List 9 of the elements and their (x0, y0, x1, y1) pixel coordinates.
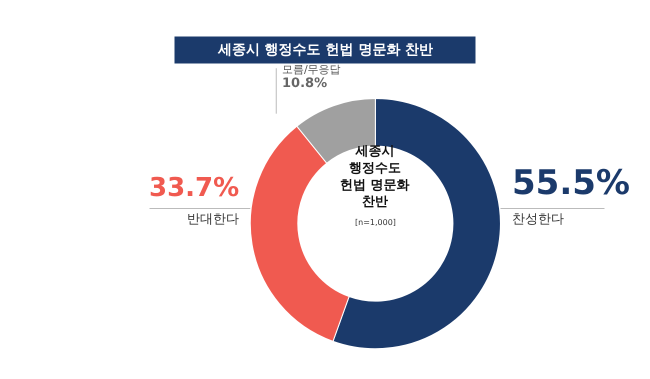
text: 세종시 행정수도 헌법 명문화 찬반 (340, 144, 410, 210)
slice-label: 반대한다 (187, 212, 239, 227)
chart-title: 세종시 행정수도 헌법 명문화 찬반 (216, 42, 434, 58)
slice-label: 모름/무응답 (282, 63, 341, 76)
text: [n=1,000] (355, 218, 396, 227)
slice-label: 찬성한다 (512, 212, 564, 227)
data-label: 10.8% (282, 76, 328, 91)
data-label: 55.5% (512, 163, 630, 203)
data-label: 33.7% (149, 173, 240, 203)
